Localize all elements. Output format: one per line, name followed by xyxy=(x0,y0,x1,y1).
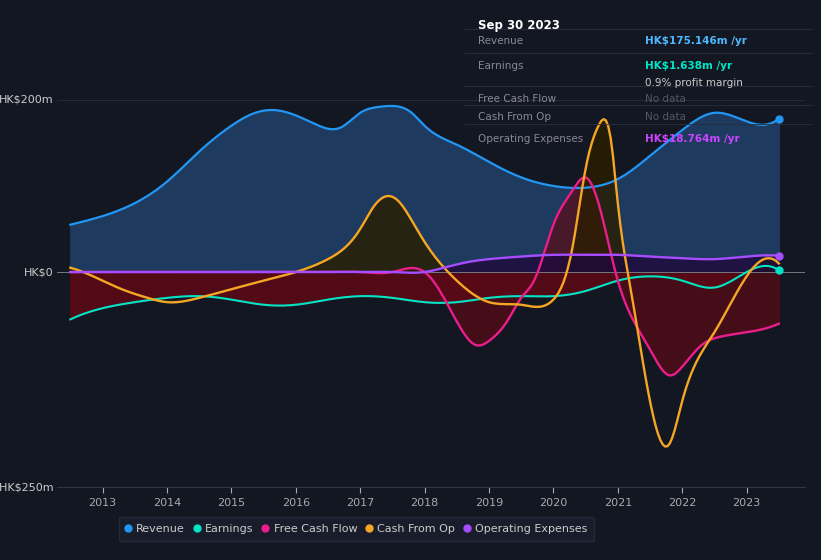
Text: -HK$250m: -HK$250m xyxy=(0,482,53,492)
Legend: Revenue, Earnings, Free Cash Flow, Cash From Op, Operating Expenses: Revenue, Earnings, Free Cash Flow, Cash … xyxy=(118,517,594,541)
Text: Revenue: Revenue xyxy=(478,36,523,46)
Text: Operating Expenses: Operating Expenses xyxy=(478,134,583,144)
Text: Free Cash Flow: Free Cash Flow xyxy=(478,94,556,104)
Text: No data: No data xyxy=(645,112,686,122)
Text: Cash From Op: Cash From Op xyxy=(478,112,551,122)
Text: HK$200m: HK$200m xyxy=(0,95,53,105)
Text: 0.9% profit margin: 0.9% profit margin xyxy=(645,78,743,87)
Text: HK$1.638m /yr: HK$1.638m /yr xyxy=(645,61,732,71)
Text: Earnings: Earnings xyxy=(478,61,523,71)
Text: HK$0: HK$0 xyxy=(24,267,53,277)
Text: HK$18.764m /yr: HK$18.764m /yr xyxy=(645,134,740,144)
Text: HK$175.146m /yr: HK$175.146m /yr xyxy=(645,36,747,46)
Text: Sep 30 2023: Sep 30 2023 xyxy=(478,19,560,32)
Text: No data: No data xyxy=(645,94,686,104)
